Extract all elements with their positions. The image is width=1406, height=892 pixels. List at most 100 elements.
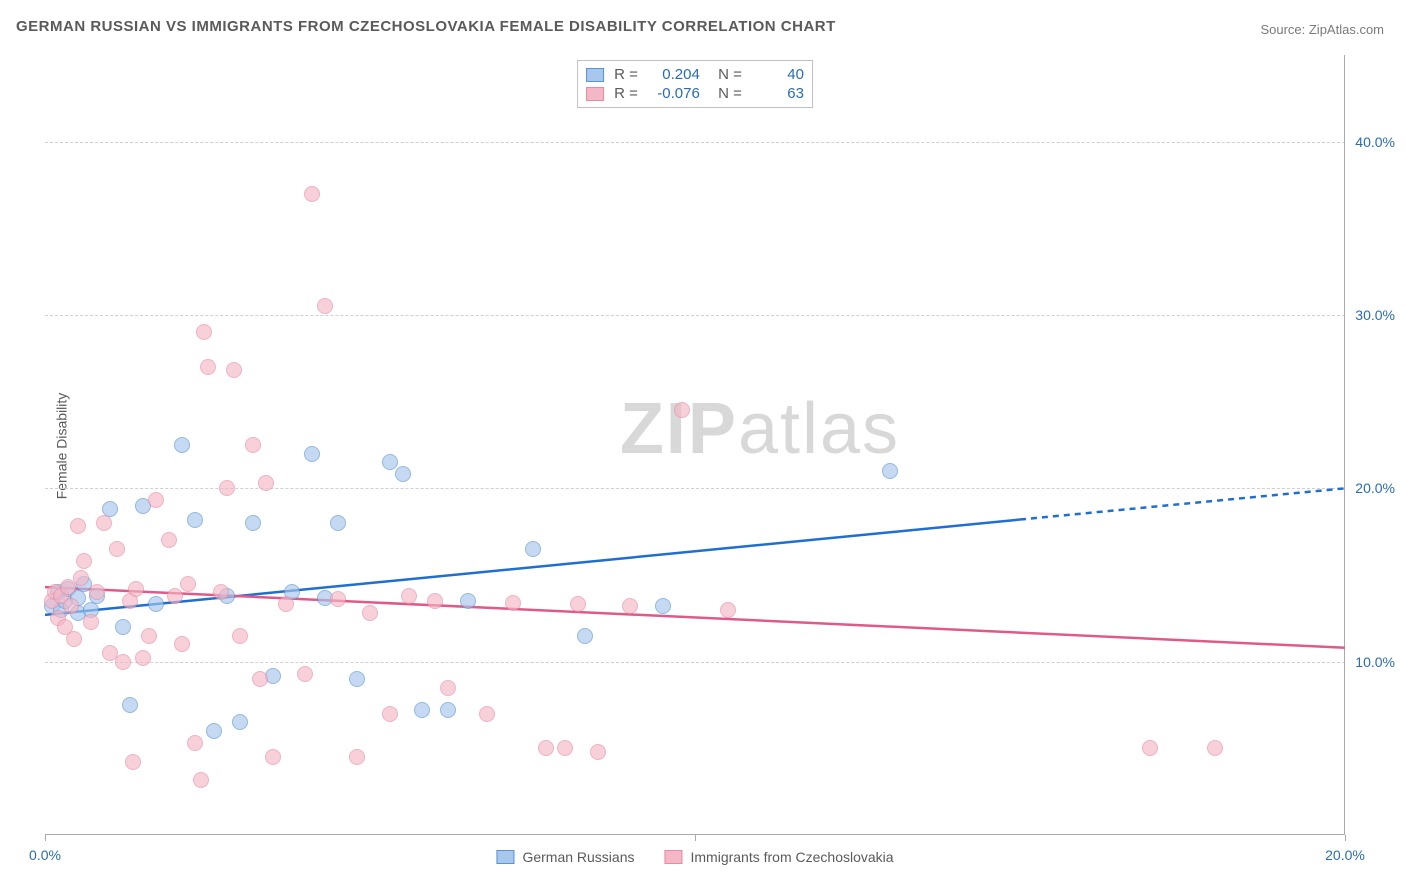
r-value: 0.204 [648, 66, 700, 83]
x-tick [695, 835, 696, 841]
data-point [245, 437, 261, 453]
legend-item: Immigrants from Czechoslovakia [664, 849, 893, 865]
data-point [148, 596, 164, 612]
data-point [83, 614, 99, 630]
n-value: 63 [752, 85, 804, 102]
data-point [882, 463, 898, 479]
watermark: ZIPatlas [620, 388, 900, 470]
data-point [232, 714, 248, 730]
data-point [258, 475, 274, 491]
data-point [1207, 740, 1223, 756]
data-point [674, 402, 690, 418]
data-point [382, 454, 398, 470]
swatch-icon [496, 850, 514, 864]
data-point [245, 515, 261, 531]
data-point [304, 446, 320, 462]
data-point [125, 754, 141, 770]
legend: German Russians Immigrants from Czechoslo… [496, 849, 893, 865]
r-label: R = [614, 85, 638, 102]
data-point [414, 702, 430, 718]
data-point [317, 298, 333, 314]
data-point [141, 628, 157, 644]
data-point [362, 605, 378, 621]
legend-label: Immigrants from Czechoslovakia [690, 849, 893, 865]
data-point [382, 706, 398, 722]
data-point [460, 593, 476, 609]
data-point [193, 772, 209, 788]
data-point [427, 593, 443, 609]
data-point [349, 749, 365, 765]
gridline [45, 315, 1345, 316]
legend-label: German Russians [522, 849, 634, 865]
data-point [570, 596, 586, 612]
data-point [297, 666, 313, 682]
data-point [538, 740, 554, 756]
data-point [196, 324, 212, 340]
data-point [1142, 740, 1158, 756]
legend-item: German Russians [496, 849, 634, 865]
data-point [70, 518, 86, 534]
swatch-icon [586, 68, 604, 82]
data-point [180, 576, 196, 592]
r-label: R = [614, 66, 638, 83]
data-point [395, 466, 411, 482]
page-title: GERMAN RUSSIAN VS IMMIGRANTS FROM CZECHO… [16, 18, 836, 35]
stats-row: R = 0.204 N = 40 [586, 65, 804, 84]
data-point [96, 515, 112, 531]
n-label: N = [710, 66, 742, 83]
data-point [109, 541, 125, 557]
x-tick-label: 0.0% [29, 847, 61, 863]
data-point [577, 628, 593, 644]
data-point [128, 581, 144, 597]
data-point [187, 735, 203, 751]
data-point [265, 749, 281, 765]
data-point [174, 437, 190, 453]
data-point [232, 628, 248, 644]
data-point [66, 631, 82, 647]
data-point [440, 680, 456, 696]
data-point [89, 584, 105, 600]
r-value: -0.076 [648, 85, 700, 102]
watermark-bold: ZIP [620, 389, 738, 469]
data-point [187, 512, 203, 528]
gridline [45, 142, 1345, 143]
source-label: Source: ZipAtlas.com [1260, 22, 1384, 37]
data-point [206, 723, 222, 739]
data-point [720, 602, 736, 618]
data-point [161, 532, 177, 548]
data-point [148, 492, 164, 508]
y-tick-label: 20.0% [1355, 480, 1395, 496]
data-point [122, 697, 138, 713]
y-tick-label: 10.0% [1355, 654, 1395, 670]
data-point [213, 584, 229, 600]
data-point [440, 702, 456, 718]
data-point [63, 598, 79, 614]
data-point [252, 671, 268, 687]
data-point [73, 570, 89, 586]
watermark-light: atlas [738, 389, 900, 469]
n-value: 40 [752, 66, 804, 83]
data-point [525, 541, 541, 557]
data-point [479, 706, 495, 722]
data-point [115, 654, 131, 670]
data-point [330, 515, 346, 531]
x-tick [45, 835, 46, 841]
data-point [330, 591, 346, 607]
data-point [590, 744, 606, 760]
data-point [76, 553, 92, 569]
data-point [115, 619, 131, 635]
gridline [45, 662, 1345, 663]
swatch-icon [664, 850, 682, 864]
data-point [219, 480, 235, 496]
data-point [655, 598, 671, 614]
scatter-plot: ZIPatlas 10.0%20.0%30.0%40.0% 0.0%20.0% … [45, 55, 1345, 835]
stats-row: R = -0.076 N = 63 [586, 84, 804, 103]
data-point [557, 740, 573, 756]
data-point [349, 671, 365, 687]
y-tick-label: 40.0% [1355, 134, 1395, 150]
data-point [174, 636, 190, 652]
stats-box: R = 0.204 N = 40R = -0.076 N = 63 [577, 60, 813, 108]
y-tick-label: 30.0% [1355, 307, 1395, 323]
data-point [401, 588, 417, 604]
x-tick-label: 20.0% [1325, 847, 1365, 863]
